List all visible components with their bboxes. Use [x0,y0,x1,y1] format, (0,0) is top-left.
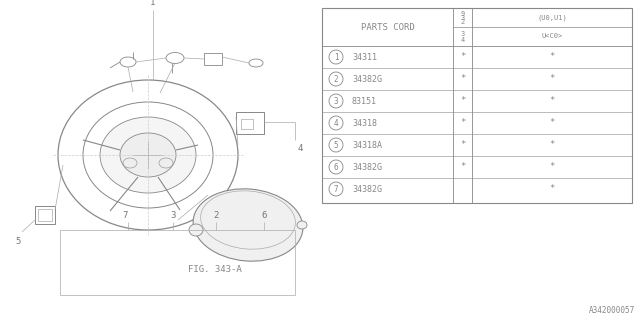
Text: A342000057: A342000057 [589,306,635,315]
Text: 4: 4 [297,144,302,153]
Text: 1: 1 [333,52,339,61]
Text: 7: 7 [333,185,339,194]
Text: 5: 5 [333,140,339,149]
Text: *: * [549,118,555,127]
Text: 2: 2 [460,19,465,25]
Text: *: * [549,185,555,194]
Text: 1: 1 [150,0,156,7]
Text: 6: 6 [333,163,339,172]
Ellipse shape [120,133,176,177]
Text: *: * [549,163,555,172]
Text: (U0,U1): (U0,U1) [537,14,567,21]
Text: *: * [549,52,555,61]
Text: *: * [460,118,465,127]
Text: 34382G: 34382G [352,185,382,194]
Text: U<C0>: U<C0> [541,34,563,39]
Text: FIG. 343-A: FIG. 343-A [188,266,242,275]
Text: PARTS CORD: PARTS CORD [360,22,414,31]
Text: *: * [460,97,465,106]
Text: *: * [460,75,465,84]
Text: 7: 7 [122,211,128,220]
Text: *: * [549,97,555,106]
Ellipse shape [193,189,303,261]
Bar [236,112,264,134]
Text: *: * [460,52,465,61]
Text: 34311: 34311 [352,52,377,61]
Text: 6: 6 [261,211,267,220]
Text: 3: 3 [460,14,465,20]
Bar [204,53,222,65]
Bar [35,206,55,224]
Text: 3: 3 [170,211,176,220]
Text: *: * [460,140,465,149]
Bar [38,209,52,221]
Ellipse shape [189,224,203,236]
Text: 3: 3 [460,30,465,36]
Text: 5: 5 [15,237,20,246]
Text: 4: 4 [333,118,339,127]
Text: 3: 3 [333,97,339,106]
Text: 34318: 34318 [352,118,377,127]
Text: 4: 4 [460,36,465,43]
Bar [322,8,632,203]
Text: *: * [549,140,555,149]
Text: 34318A: 34318A [352,140,382,149]
Text: *: * [549,75,555,84]
Text: 34382G: 34382G [352,163,382,172]
Text: *: * [460,163,465,172]
Text: 34382G: 34382G [352,75,382,84]
Text: 9: 9 [460,11,465,17]
Bar [241,119,253,129]
Ellipse shape [297,221,307,229]
Text: 2: 2 [333,75,339,84]
Text: 83151: 83151 [352,97,377,106]
Ellipse shape [100,117,196,193]
Text: 2: 2 [213,211,219,220]
